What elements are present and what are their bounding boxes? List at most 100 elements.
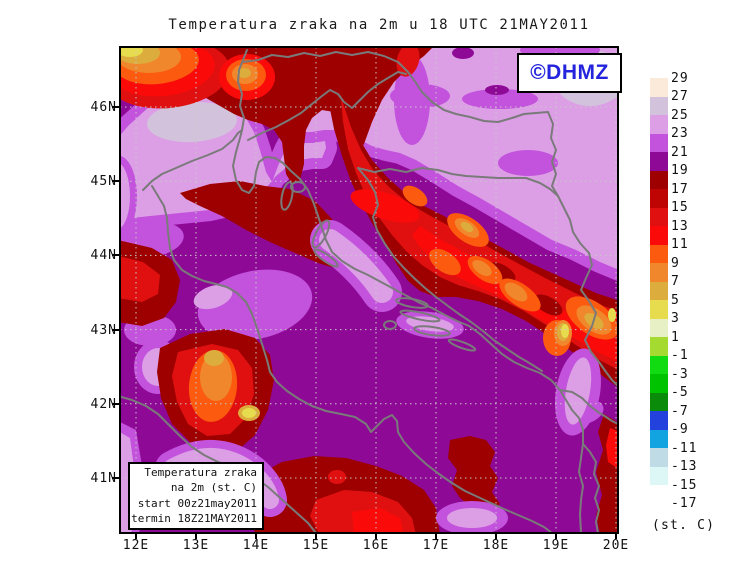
colorbar-level-label: 11 [671, 237, 689, 252]
colorbar-level-label: 23 [671, 126, 689, 141]
info-line-1: Temperatura zraka [144, 466, 257, 479]
north-adriatic-region [180, 181, 350, 269]
info-line-3: start 00z21may2011 [137, 496, 257, 510]
info-line-2: na 2m (st. C) [170, 481, 257, 495]
colorbar-level-label: 21 [671, 144, 689, 160]
y-axis-label: 45N [90, 174, 117, 190]
colorbar-level-label: 19 [671, 163, 689, 178]
x-axis-tick [615, 533, 617, 539]
colorbar-level-label: 27 [671, 89, 689, 104]
x-axis-tick [435, 533, 437, 539]
colorbar-swatch [650, 318, 668, 337]
italy-inland-region [120, 240, 180, 326]
colorbar-level-label: 1 [671, 329, 680, 345]
info-line-4: termin 18Z21MAY2011 [131, 512, 257, 526]
y-axis-tick [112, 328, 119, 331]
y-axis-label: 46N [90, 100, 117, 115]
y-axis-tick [112, 402, 119, 405]
colorbar-level-label: 17 [671, 181, 689, 197]
colorbar-swatch [650, 78, 668, 97]
colorbar-level-label: 15 [671, 200, 689, 215]
colorbar-level-label: -5 [671, 385, 689, 400]
colorbar-swatch [650, 244, 668, 263]
colorbar-level-label: 3 [671, 311, 680, 326]
colorbar-level-label: -17 [671, 496, 698, 511]
temperature-field [120, 47, 618, 533]
colorbar-level-label: -7 [671, 403, 689, 419]
colorbar-level-label: -11 [671, 440, 698, 456]
x-axis-label: 20E [602, 538, 630, 553]
colorbar-level-label: 13 [671, 218, 689, 234]
x-axis-label: 14E [242, 538, 270, 553]
colorbar-level-label: -9 [671, 422, 689, 437]
x-axis-tick [255, 533, 257, 539]
y-axis-tick [112, 254, 119, 257]
colorbar-swatch [650, 429, 668, 448]
colorbar-swatch [650, 485, 668, 504]
colorbar-swatch [650, 281, 668, 300]
south-italy-region [244, 436, 500, 533]
island-dugi-otok [313, 248, 339, 268]
adriatic-east-coastline [142, 129, 584, 533]
x-axis-tick [135, 533, 137, 539]
map-title: Temperatura zraka na 2m u 18 UTC 21MAY20… [168, 17, 590, 33]
y-axis-tick [112, 106, 119, 108]
colorbar-swatch [650, 337, 668, 356]
dhmz-logo-badge: ©DHMZ [517, 53, 622, 93]
colorbar-swatch [650, 170, 668, 189]
colorbar-level-label: 29 [671, 70, 689, 86]
border-sava-drina [357, 167, 618, 387]
island-mljet [447, 338, 477, 352]
colorbar-swatch [650, 374, 668, 393]
island-vis [383, 320, 397, 330]
x-axis-tick [315, 533, 317, 539]
y-axis-tick [112, 477, 119, 479]
y-axis-tick [112, 180, 119, 183]
run-info-box: Temperatura zraka na 2m (st. C) start 00… [128, 462, 264, 530]
x-axis-label: 18E [482, 538, 510, 553]
island-korcula [413, 325, 451, 337]
colorbar-swatch [650, 355, 668, 374]
colorbar-swatch [650, 448, 668, 467]
colorbar-level-label: -13 [671, 459, 698, 474]
y-axis-label: 44N [90, 248, 117, 264]
coastal-strips [120, 220, 601, 533]
colorbar-level-label: -15 [671, 477, 698, 493]
colorbar-swatch [650, 300, 668, 319]
x-axis-tick [375, 533, 377, 539]
colorbar-level-label: 5 [671, 292, 680, 308]
border-slovenia-croatia [247, 71, 407, 141]
colorbar-swatch [650, 96, 668, 115]
border-montenegro [559, 389, 618, 425]
colorbar-swatch [650, 133, 668, 152]
x-axis-label: 17E [422, 538, 450, 553]
colorbar-swatch [650, 411, 668, 430]
colorbar-level-label: 9 [671, 255, 680, 271]
colorbar-swatch [650, 263, 668, 282]
colorbar-swatch [650, 226, 668, 245]
map-frame [119, 46, 619, 534]
colorbar-swatch [650, 466, 668, 485]
coastlines-borders [120, 49, 618, 533]
x-axis-label: 15E [302, 538, 330, 553]
colorbar-level-label: 7 [671, 274, 680, 289]
colorbar-swatch [650, 115, 668, 134]
y-axis-label: 41N [90, 471, 117, 486]
colorbar-level-label: 25 [671, 107, 689, 123]
x-axis-label: 13E [182, 538, 210, 553]
colorbar-unit: (st. C) [652, 518, 716, 533]
dhmz-logo-text: ©DHMZ [530, 61, 609, 84]
italy-east-coastline [151, 185, 553, 533]
island-pag [311, 219, 331, 249]
island-cres [280, 181, 294, 211]
border-albania [582, 443, 600, 533]
x-axis-tick [495, 533, 497, 539]
x-axis-label: 16E [362, 538, 390, 553]
x-axis-tick [555, 533, 557, 539]
y-axis-label: 43N [90, 322, 117, 338]
border-north [242, 51, 559, 197]
colorbar-swatch [650, 207, 668, 226]
apennines-cold-region [157, 329, 274, 453]
